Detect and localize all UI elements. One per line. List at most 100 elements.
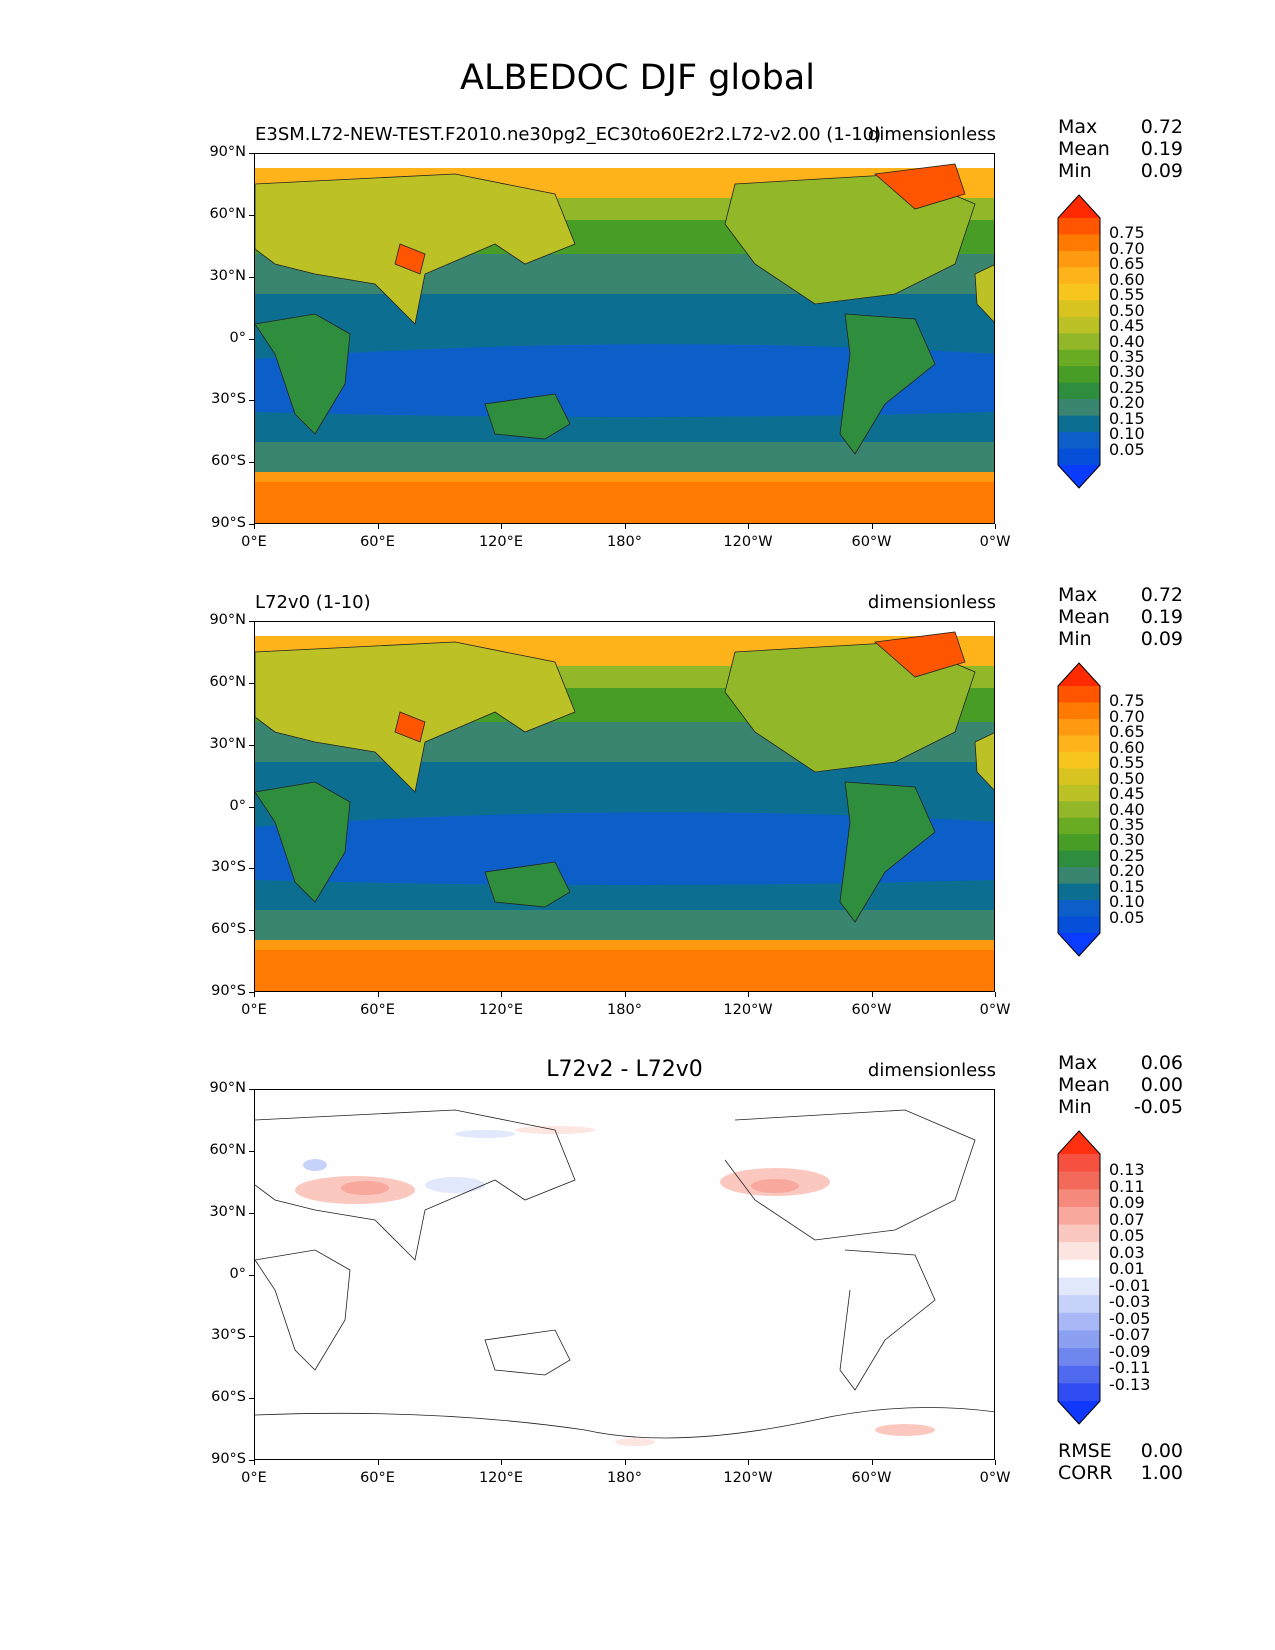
colorbar-tick-label: 0.50 [1109,300,1145,320]
lat-tick-mark [249,462,254,464]
lon-tick-mark [871,1460,873,1465]
colorbar-tick-label: 0.35 [1109,814,1145,834]
lat-tick-mark [249,806,254,808]
lon-tick-mark [871,524,873,529]
colorbar-tick-label: 0.30 [1109,362,1145,382]
lat-tick-mark [249,992,254,993]
colorbar-tick-label: 0.03 [1109,1242,1145,1262]
lat-tick-mark [249,1336,254,1338]
lon-tick-mark [624,992,626,997]
lon-tick-label: 60°E [360,534,395,550]
lat-tick-label: 60°N [209,673,246,690]
colorbar-segment [1058,686,1100,703]
lon-tick-label: 180° [607,1002,642,1018]
stat-label-mean: Mean [1058,138,1110,160]
map-difference [254,1089,995,1460]
footer-value-corr: 1.00 [1140,1462,1183,1484]
panel-units: dimensionless [867,592,996,613]
colorbar-segment [1058,1206,1100,1226]
colorbar-tick-label: 0.70 [1109,238,1145,258]
lat-tick-mark [249,1398,254,1400]
colorbar-outline [1057,194,1101,489]
anomaly-patches [295,1126,935,1446]
colorbar-segment [1058,1259,1100,1278]
lat-tick-label: 60°N [209,1141,246,1158]
colorbar-tick-label: 0.15 [1109,408,1145,428]
colorbar-tick-label: 0.30 [1109,830,1145,850]
lon-tick-mark [748,992,749,997]
lat-tick-mark [249,930,254,932]
lat-tick-label: 60°N [209,205,246,222]
colorbar-segment [1058,415,1100,433]
footer-label-corr: CORR [1058,1462,1113,1484]
colorbar-tick-label: 0.75 [1109,691,1145,711]
lat-tick-label: 30°S [211,859,246,876]
lon-tick-mark [501,524,502,529]
map-reference [254,621,995,992]
lat-tick-label: 0° [229,797,246,814]
colorbar-tick-label: 0.60 [1109,737,1145,757]
colorbar-segment [1058,234,1100,252]
lat-tick-mark [249,276,254,278]
colorbar-tick-label: 0.05 [1109,1226,1145,1246]
lon-tick-mark [254,1460,255,1465]
lat-tick-label: 30°S [211,391,246,408]
colorbar-segment [1058,867,1100,885]
lat-tick-label: 60°S [211,921,246,938]
colorbar-segment [1058,300,1100,318]
colorbar-tick-label: 0.45 [1109,316,1145,336]
lon-tick-mark [748,524,749,529]
lat-tick-mark [249,214,254,216]
colorbar-extend-top [1058,663,1100,686]
lon-tick-mark [501,1460,502,1465]
colorbar-graphic [1057,194,1101,489]
colorbar-segment [1058,735,1100,753]
lon-tick-label: 180° [607,534,642,550]
panel-title-left: E3SM.L72-NEW-TEST.F2010.ne30pg2_EC30to60… [255,124,882,145]
lon-tick-label: 120°W [723,1002,773,1018]
stat-value-max: 0.72 [1140,116,1183,138]
lat-tick-mark [249,744,254,746]
lon-tick-mark [995,992,996,997]
colorbar-tick-label: 0.07 [1109,1209,1145,1229]
panel-units: dimensionless [867,124,996,145]
lon-tick-label: 0°W [979,1002,1011,1018]
lat-tick-mark [249,621,254,622]
colorbar-segment [1058,817,1100,835]
lon-tick-mark [377,992,379,997]
lon-tick-mark [254,524,255,529]
lat-tick-label: 90°S [211,1451,246,1467]
colorbar-tick-label: 0.55 [1109,753,1145,773]
colorbar-tick-label: -0.07 [1109,1325,1151,1345]
colorbar-segment [1058,316,1100,334]
colorbar-segment [1058,1224,1100,1243]
colorbar-segment [1058,1383,1100,1402]
colorbar-segment [1058,1171,1100,1190]
colorbar-tick-label: 0.45 [1109,784,1145,804]
lon-tick-mark [995,524,996,529]
colorbar-tick-label: -0.03 [1109,1292,1151,1312]
colorbar-tick-label: 0.20 [1109,393,1145,413]
lat-tick-mark [249,153,254,154]
colorbar-tick-label: 0.11 [1109,1176,1145,1196]
colorbar-segment [1058,768,1100,786]
panel-title-left: L72v0 (1-10) [255,592,371,613]
lat-tick-label: 90°S [211,983,246,999]
stat-value-mean: 0.19 [1140,138,1183,160]
colorbar-segment [1058,834,1100,852]
map-test [254,153,995,524]
colorbar-tick-label: 0.40 [1109,331,1145,351]
colorbar-tick-label: 0.40 [1109,799,1145,819]
colorbar-tick-label: 0.05 [1109,907,1145,927]
lon-tick-label: 180° [607,1470,642,1486]
colorbar-segment [1058,250,1100,268]
lat-tick-mark [249,1089,254,1090]
colorbar-tick-label: 0.55 [1109,285,1145,305]
colorbar-extend-bottom [1058,465,1100,488]
coastlines [255,1109,994,1439]
colorbar: 0.75 0.70 0.65 0.60 0.55 0.50 0.45 0.40 0.35 0.30… [1057,194,1145,489]
lat-tick-mark [249,1460,254,1461]
lat-tick-mark [249,524,254,525]
lat-tick-mark [249,1212,254,1214]
colorbar-segment [1058,850,1100,868]
